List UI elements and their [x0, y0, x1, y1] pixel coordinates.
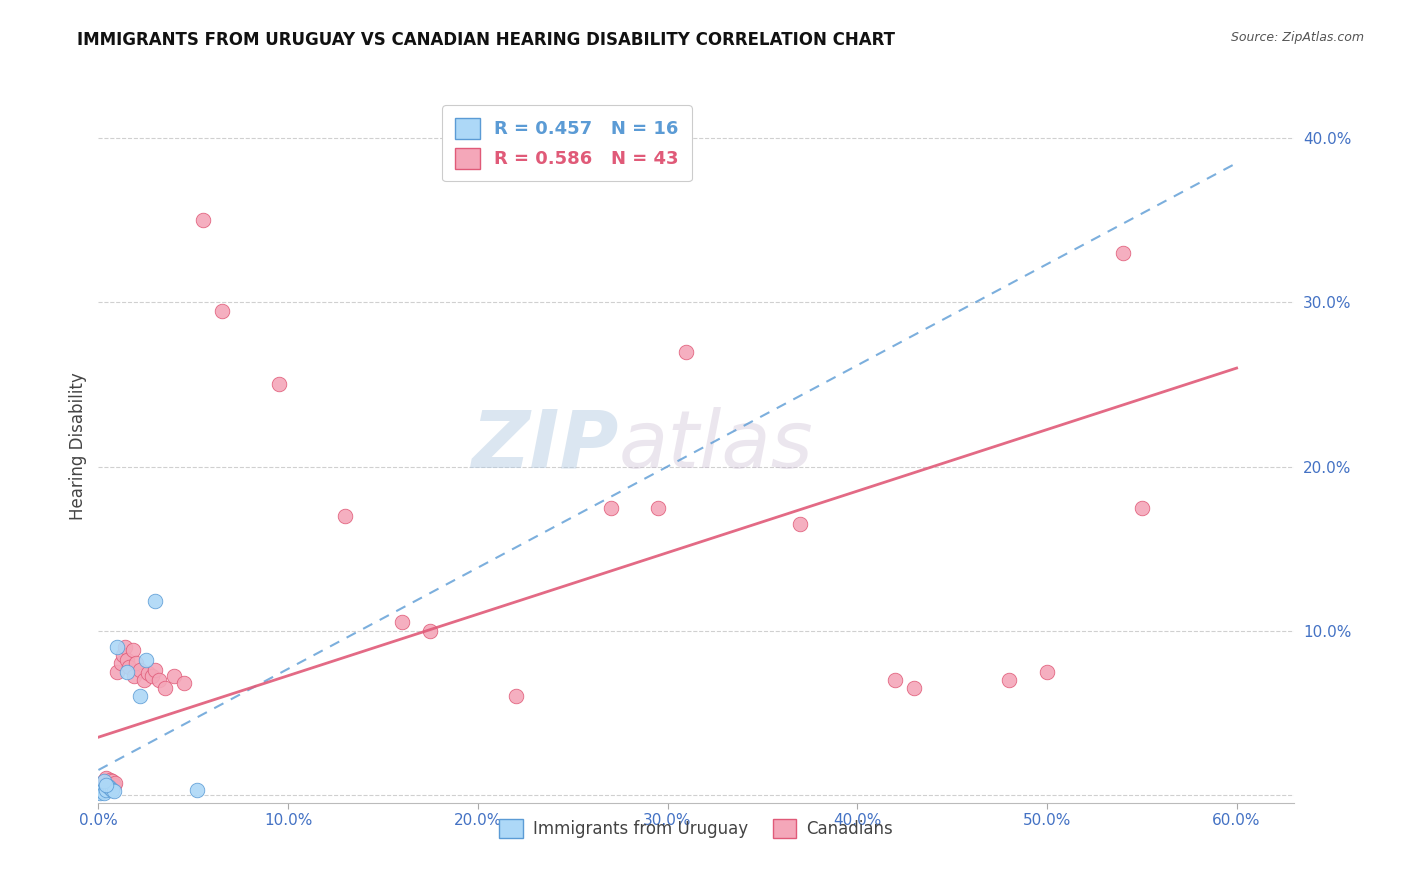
Point: [143, 663, 166, 677]
Point: [675, 344, 697, 359]
Point: [98, 772, 121, 787]
Point: [173, 676, 195, 690]
Point: [129, 663, 152, 677]
Point: [115, 653, 138, 667]
Point: [94, 778, 117, 792]
Point: [1112, 246, 1135, 260]
Point: [884, 673, 907, 687]
Point: [132, 673, 155, 687]
Point: [93, 774, 115, 789]
Point: [141, 669, 163, 683]
Point: [191, 213, 214, 227]
Point: [103, 778, 125, 792]
Point: [789, 516, 811, 531]
Point: [148, 673, 170, 687]
Point: [135, 653, 157, 667]
Point: [186, 782, 208, 797]
Point: [89, 786, 111, 800]
Point: [267, 377, 290, 392]
Point: [91, 784, 114, 798]
Y-axis label: Hearing Disability: Hearing Disability: [69, 372, 87, 520]
Point: [91, 780, 114, 794]
Point: [599, 500, 621, 515]
Point: [97, 776, 120, 790]
Point: [112, 648, 135, 662]
Text: Source: ZipAtlas.com: Source: ZipAtlas.com: [1230, 31, 1364, 45]
Text: ZIP: ZIP: [471, 407, 619, 485]
Point: [93, 786, 115, 800]
Point: [211, 303, 233, 318]
Point: [903, 681, 925, 695]
Point: [163, 669, 186, 683]
Point: [105, 665, 128, 679]
Point: [124, 669, 146, 683]
Point: [125, 657, 148, 671]
Point: [391, 615, 413, 630]
Point: [121, 643, 143, 657]
Point: [419, 624, 441, 638]
Point: [115, 665, 138, 679]
Point: [94, 771, 117, 785]
Point: [136, 666, 159, 681]
Point: [505, 689, 527, 703]
Point: [105, 640, 128, 654]
Text: IMMIGRANTS FROM URUGUAY VS CANADIAN HEARING DISABILITY CORRELATION CHART: IMMIGRANTS FROM URUGUAY VS CANADIAN HEAR…: [77, 31, 896, 49]
Point: [103, 784, 125, 798]
Point: [94, 782, 117, 797]
Point: [98, 780, 121, 795]
Point: [647, 500, 669, 515]
Point: [110, 657, 132, 671]
Text: atlas: atlas: [619, 407, 813, 485]
Point: [153, 681, 176, 695]
Point: [1036, 665, 1059, 679]
Point: [97, 780, 120, 794]
Point: [333, 508, 356, 523]
Point: [104, 776, 127, 790]
Point: [129, 689, 152, 703]
Legend: Immigrants from Uruguay, Canadians: Immigrants from Uruguay, Canadians: [492, 812, 900, 845]
Point: [114, 640, 136, 654]
Point: [998, 673, 1021, 687]
Point: [143, 594, 166, 608]
Point: [118, 659, 141, 673]
Point: [93, 774, 115, 789]
Point: [100, 774, 122, 789]
Point: [1130, 500, 1153, 515]
Point: [100, 782, 122, 797]
